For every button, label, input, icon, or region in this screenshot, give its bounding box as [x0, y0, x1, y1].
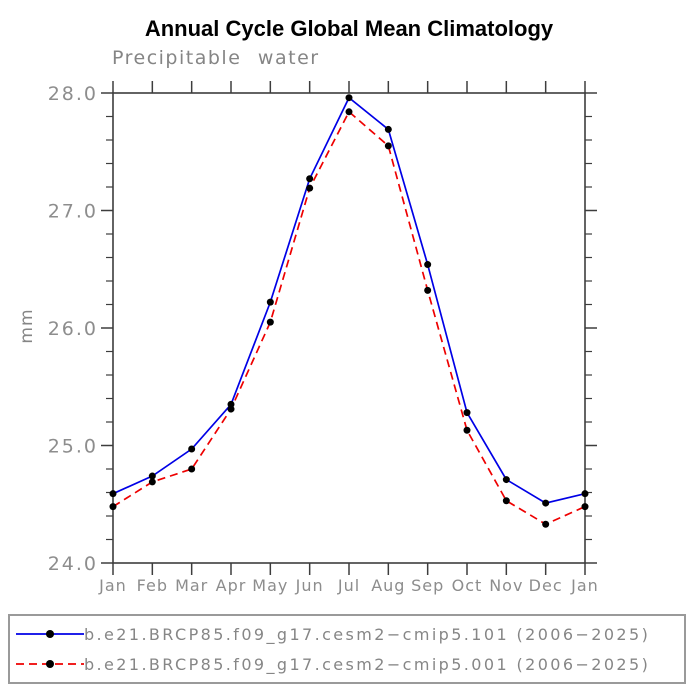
legend-item-101: b.e21.BRCP85.f09_g17.cesm2−cmip5.101 (20…	[16, 619, 684, 649]
data-point-series-1	[384, 142, 392, 150]
data-point-series-1	[542, 520, 550, 528]
data-point-series-1	[306, 184, 314, 192]
y-tick-label: 25.0	[48, 436, 98, 458]
x-tick-label: Dec	[529, 576, 563, 595]
x-tick-label: Apr	[216, 576, 247, 595]
data-point-series-1	[502, 497, 510, 505]
x-tick-label: Feb	[137, 576, 168, 595]
data-point-series-0	[542, 499, 550, 507]
series-line-0	[112, 96, 586, 504]
x-tick-label: Jun	[295, 576, 324, 595]
axes: Jan Feb Mar Apr May Jun Jul Aug Sep Oct Nov Dec Jan2…	[48, 81, 599, 595]
y-tick-label: 26.0	[48, 318, 98, 340]
x-tick-label: Jul	[337, 576, 360, 595]
data-point-series-0	[424, 261, 432, 269]
data-point-series-0	[148, 472, 156, 480]
legend-label: b.e21.BRCP85.f09_g17.cesm2−cmip5.101 (20…	[84, 624, 651, 644]
series	[109, 94, 589, 528]
y-tick-label: 28.0	[48, 83, 98, 105]
series-line-1	[112, 110, 586, 526]
data-point-series-1	[109, 503, 117, 511]
data-point-series-1	[148, 478, 156, 486]
data-point-series-1	[188, 465, 196, 473]
data-point-series-0	[463, 409, 471, 417]
x-tick-label: Sep	[411, 576, 444, 595]
legend-box: b.e21.BRCP85.f09_g17.cesm2−cmip5.101 (20…	[8, 614, 686, 684]
data-point-series-0	[306, 175, 314, 183]
legend-label: b.e21.BRCP85.f09_g17.cesm2−cmip5.001 (20…	[84, 654, 651, 674]
x-tick-label: Oct	[452, 576, 483, 595]
x-tick-label: May	[252, 576, 288, 595]
y-tick-label: 24.0	[48, 553, 98, 575]
x-tick-label: Jan	[570, 576, 599, 595]
x-tick-label: Jan	[98, 576, 127, 595]
legend-marker-dot	[46, 630, 54, 638]
data-point-series-0	[188, 445, 196, 453]
legend-line-sample-dashed	[16, 660, 84, 668]
legend-marker-dot	[46, 660, 54, 668]
chart-subtitle: Precipitable water	[112, 47, 320, 69]
data-point-series-1	[345, 108, 353, 116]
data-point-series-1	[463, 426, 471, 434]
data-point-series-0	[502, 476, 510, 484]
legend-line-sample-solid	[16, 630, 84, 638]
x-tick-label: Nov	[489, 576, 523, 595]
y-tick-label: 27.0	[48, 201, 98, 223]
data-point-series-1	[581, 503, 589, 511]
data-point-series-0	[266, 298, 274, 306]
data-point-series-0	[384, 125, 392, 133]
data-point-series-0	[109, 490, 117, 498]
x-tick-label: Aug	[371, 576, 405, 595]
legend-item-001: b.e21.BRCP85.f09_g17.cesm2−cmip5.001 (20…	[16, 649, 684, 679]
chart-title: Annual Cycle Global Mean Climatology	[144, 16, 554, 41]
data-point-series-1	[266, 318, 274, 326]
data-point-series-0	[345, 94, 353, 102]
x-tick-label: Mar	[175, 576, 208, 595]
data-point-series-1	[424, 286, 432, 294]
data-point-series-1	[227, 405, 235, 413]
data-point-series-0	[581, 490, 589, 498]
plot-box	[112, 92, 586, 564]
